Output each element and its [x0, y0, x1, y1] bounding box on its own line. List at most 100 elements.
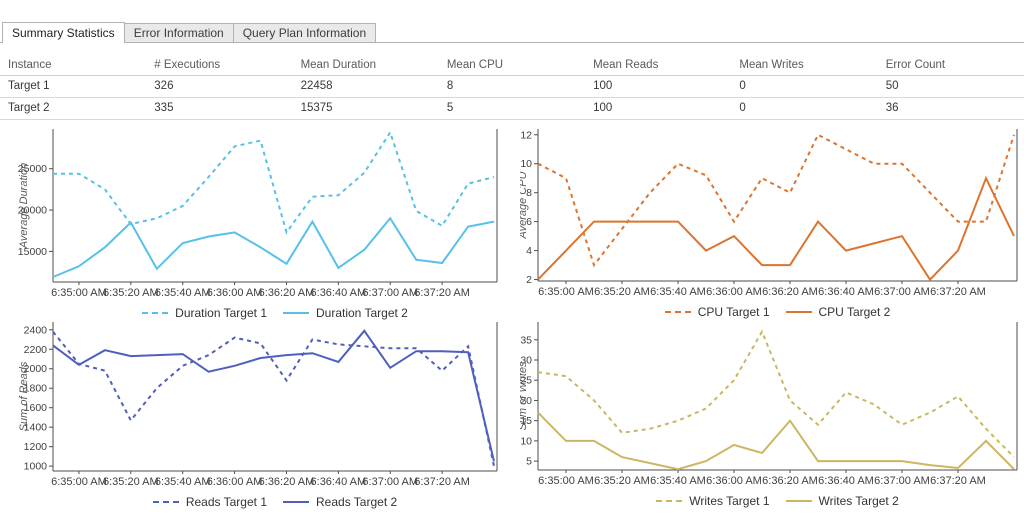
cell-instance: Target 2 — [0, 97, 147, 120]
svg-text:2000: 2000 — [24, 363, 48, 375]
legend-label: Reads Target 2 — [316, 495, 398, 509]
tab-bar: Summary Statistics Error Information Que… — [0, 22, 1024, 43]
svg-text:6:37:20 AM: 6:37:20 AM — [930, 286, 986, 298]
reads-chart: 1000 1200 1400 1600 1800 2000 2200 2400 6:35:00 … — [16, 316, 500, 509]
column-header-instance[interactable]: Instance — [0, 55, 147, 76]
legend-label: CPU Target 1 — [697, 305, 770, 319]
duration-chart-canvas: 15000 20000 25000 6:35:00 AM6:35:20 AM6:35:… — [18, 129, 498, 299]
tab-error-information[interactable]: Error Information — [123, 23, 234, 42]
svg-text:6:35:00 AM: 6:35:00 AM — [538, 286, 594, 298]
legend-label: Writes Target 1 — [689, 494, 770, 508]
svg-text:25: 25 — [520, 375, 532, 387]
svg-text:8: 8 — [526, 187, 532, 199]
reads-chart-canvas: 1000 1200 1400 1600 1800 2000 2200 2400 6:35:00 … — [18, 322, 498, 488]
svg-text:20000: 20000 — [18, 205, 47, 217]
svg-text:15: 15 — [520, 415, 532, 427]
legend-item: Reads Target 2 — [283, 495, 397, 509]
duration-chart-legend: Duration Target 1 Duration Target 2 — [53, 306, 497, 320]
svg-text:6:35:20 AM: 6:35:20 AM — [594, 286, 650, 298]
cell-executions: 326 — [146, 75, 293, 98]
svg-text:30: 30 — [520, 355, 532, 367]
cell-cpu: 5 — [438, 97, 586, 120]
tab-query-plan-information[interactable]: Query Plan Information — [232, 23, 377, 42]
legend-item: CPU Target 2 — [785, 305, 891, 319]
cell-error-count: 50 — [877, 75, 1024, 98]
legend-line-sample — [656, 500, 683, 502]
legend-item: Duration Target 2 — [283, 306, 408, 320]
legend-line-sample — [785, 500, 812, 502]
svg-text:12: 12 — [520, 129, 532, 141]
legend-item: CPU Target 1 — [664, 305, 770, 319]
svg-text:6:36:20 AM: 6:36:20 AM — [762, 286, 818, 298]
legend-item: Writes Target 1 — [656, 494, 770, 508]
cell-duration: 15375 — [292, 97, 439, 120]
svg-text:6:36:20 AM: 6:36:20 AM — [259, 287, 315, 299]
column-header-executions[interactable]: # Executions — [146, 55, 293, 76]
svg-text:6:35:20 AM: 6:35:20 AM — [103, 287, 159, 299]
legend-item: Duration Target 1 — [142, 306, 267, 320]
table-row-target-2[interactable]: Target 2 335 15375 5 100 0 36 — [0, 97, 1024, 120]
svg-text:6:36:00 AM: 6:36:00 AM — [706, 475, 762, 487]
legend-line-sample — [785, 311, 812, 313]
column-header-mean-writes[interactable]: Mean Writes — [731, 55, 878, 76]
svg-text:6:35:00 AM: 6:35:00 AM — [51, 287, 107, 299]
svg-text:4: 4 — [526, 245, 532, 257]
svg-text:6:37:00 AM: 6:37:00 AM — [874, 286, 930, 298]
legend-item: Reads Target 1 — [152, 495, 267, 509]
svg-text:2400: 2400 — [24, 324, 48, 336]
writes-chart-legend: Writes Target 1 Writes Target 2 — [538, 494, 1017, 508]
svg-text:1600: 1600 — [24, 402, 48, 414]
svg-text:6:35:00 AM: 6:35:00 AM — [538, 475, 594, 487]
svg-text:Average Duration: Average Duration — [18, 163, 30, 249]
legend-label: Reads Target 1 — [185, 495, 267, 509]
legend-item: Writes Target 2 — [785, 494, 899, 508]
legend-line-sample — [283, 501, 309, 503]
svg-text:6:35:00 AM: 6:35:00 AM — [51, 476, 107, 488]
svg-text:1800: 1800 — [24, 383, 48, 395]
svg-text:6:35:40 AM: 6:35:40 AM — [650, 475, 706, 487]
legend-label: Duration Target 1 — [175, 306, 267, 320]
svg-text:6:35:40 AM: 6:35:40 AM — [155, 476, 211, 488]
svg-text:6:35:40 AM: 6:35:40 AM — [155, 287, 211, 299]
svg-text:6:36:40 AM: 6:36:40 AM — [311, 287, 367, 299]
writes-chart: 5 10 15 20 25 30 35 6:35:00 AM 6:35:20 AM 6:35:40… — [520, 316, 1022, 508]
svg-text:6:37:00 AM: 6:37:00 AM — [874, 475, 930, 487]
table-header-row: Instance # Executions Mean Duration Mean… — [0, 55, 1024, 76]
cell-writes: 0 — [731, 97, 878, 120]
column-header-mean-duration[interactable]: Mean Duration — [292, 55, 439, 76]
svg-text:1400: 1400 — [24, 422, 48, 434]
cpu-chart-legend: CPU Target 1 CPU Target 2 — [538, 305, 1017, 319]
svg-text:2: 2 — [526, 274, 532, 286]
svg-text:6:35:40 AM: 6:35:40 AM — [650, 286, 706, 298]
svg-text:35: 35 — [520, 334, 532, 346]
svg-text:20: 20 — [520, 395, 532, 407]
cell-writes: 0 — [731, 75, 878, 98]
legend-line-sample — [142, 312, 169, 314]
svg-text:10: 10 — [520, 435, 532, 447]
cell-cpu: 8 — [438, 75, 586, 98]
svg-text:Average CPU: Average CPU — [520, 171, 529, 239]
duration-chart: 15000 20000 25000 6:35:00 AM 6:35:20 AM 6:35:… — [16, 122, 500, 320]
cell-instance: Target 1 — [0, 75, 147, 98]
svg-text:15000: 15000 — [18, 246, 47, 258]
svg-text:6:37:00 AM: 6:37:00 AM — [362, 476, 418, 488]
svg-text:1200: 1200 — [24, 441, 48, 453]
legend-label: Writes Target 2 — [818, 494, 899, 508]
svg-text:6:37:20 AM: 6:37:20 AM — [930, 475, 986, 487]
cell-reads: 100 — [585, 97, 732, 120]
column-header-mean-cpu[interactable]: Mean CPU — [438, 55, 586, 76]
column-header-mean-reads[interactable]: Mean Reads — [585, 55, 732, 76]
svg-text:Sum of Reads: Sum of Reads — [18, 361, 30, 431]
tab-summary-statistics[interactable]: Summary Statistics — [2, 22, 125, 43]
cell-executions: 335 — [146, 97, 293, 120]
cpu-chart: 2 4 6 8 10 12 6:35:00 AM 6:35:20 AM 6:35:40 AM 6:… — [520, 122, 1022, 319]
legend-label: CPU Target 2 — [818, 305, 891, 319]
table-row-target-1[interactable]: Target 1 326 22458 8 100 0 50 — [0, 75, 1024, 98]
column-header-error-count[interactable]: Error Count — [877, 55, 1024, 76]
svg-text:6:36:40 AM: 6:36:40 AM — [311, 476, 367, 488]
svg-text:Sum of Writes: Sum of Writes — [520, 361, 529, 431]
svg-text:2200: 2200 — [24, 344, 48, 356]
svg-text:6:35:20 AM: 6:35:20 AM — [103, 476, 159, 488]
reads-chart-legend: Reads Target 1 Reads Target 2 — [53, 495, 497, 509]
